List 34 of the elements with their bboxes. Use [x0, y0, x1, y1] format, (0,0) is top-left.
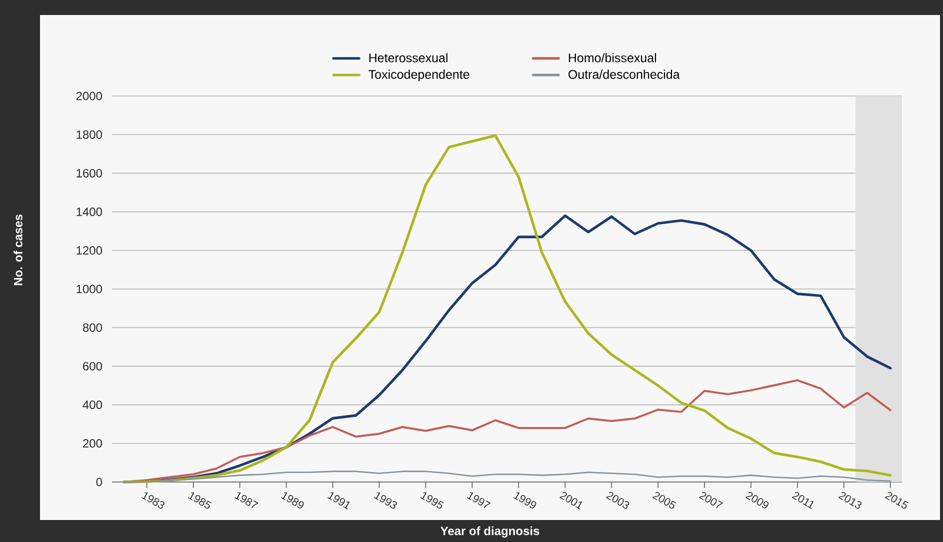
y-tick-label: 0: [96, 478, 102, 486]
legend-label: Toxicodependente: [368, 70, 470, 82]
y-tick-label: 1600: [76, 168, 102, 178]
legend-label: Homo/bissexual: [568, 53, 656, 62]
y-tick-label: 1200: [76, 246, 102, 255]
y-tick-label: 1000: [76, 284, 102, 294]
y-axis-title: No. of cases: [14, 214, 22, 286]
x-tick-label: 1989: [280, 492, 304, 509]
x-tick-label: 1999: [513, 492, 536, 509]
x-tick-label: 1983: [142, 492, 165, 509]
y-tick-label: 1800: [76, 130, 102, 139]
x-tick-label: 1987: [234, 492, 258, 508]
y-tick-label: 800: [82, 323, 102, 332]
y-tick-label: 2000: [76, 92, 102, 100]
x-tick-label: 1993: [374, 492, 397, 509]
x-axis-title: Year of diagnosis: [440, 526, 540, 538]
x-tick-label: 2001: [560, 492, 582, 510]
y-tick-label: 200: [83, 439, 102, 448]
x-tick-label: 1985: [188, 492, 212, 509]
x-tick-label: 2011: [792, 492, 814, 510]
x-tick-label: 1995: [420, 492, 444, 509]
y-tick-label: 1400: [76, 208, 102, 216]
x-tick-label: 2005: [652, 492, 676, 509]
y-tick-label: 400: [82, 400, 102, 410]
x-tick-label: 1997: [466, 492, 491, 508]
legend-label: Heterossexual: [369, 53, 448, 62]
x-tick-label: 2015: [884, 492, 909, 509]
y-tick-label: 600: [83, 362, 102, 370]
x-tick-label: 2007: [698, 492, 723, 508]
x-tick-label: 2013: [838, 492, 862, 509]
x-tick-label: 2009: [745, 492, 768, 509]
x-tick-label: 1991: [327, 492, 350, 510]
legend-label: Outra/desconhecida: [568, 70, 680, 79]
x-tick-label: 2003: [606, 492, 630, 509]
